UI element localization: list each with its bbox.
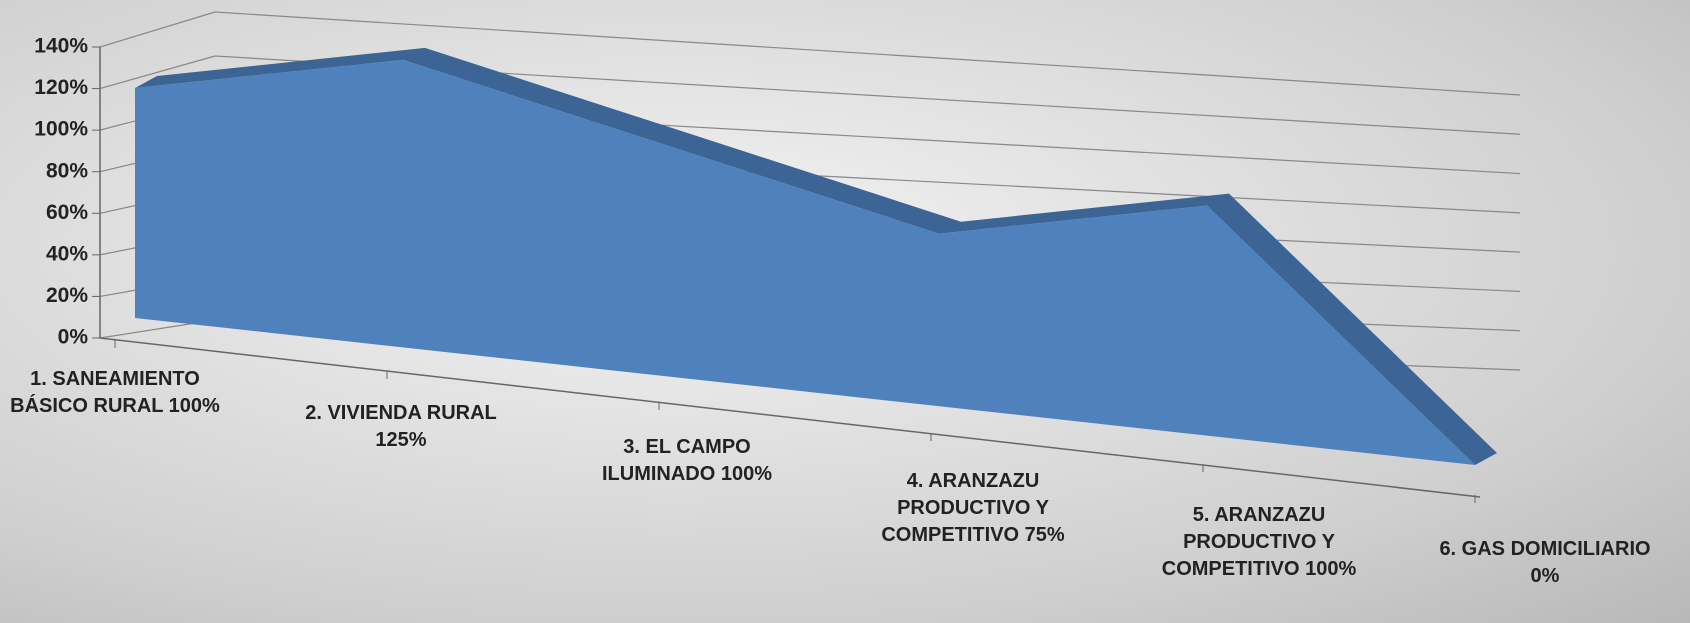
y-tick-label: 60% <box>46 201 88 224</box>
x-tick-label: 6. GAS DOMICILIARIO 0% <box>1439 538 1651 587</box>
y-tick-label: 40% <box>46 242 88 265</box>
grid-line <box>99 11 216 48</box>
y-tick-label: 80% <box>46 159 88 182</box>
x-axis <box>99 337 1481 498</box>
x-tick-label: 4. ARANZAZU PRODUCTIVO Y COMPETITIVO 75% <box>881 470 1065 546</box>
x-tick-label: 1. SANEAMIENTO BÁSICO RURAL 100% <box>10 368 220 417</box>
y-tick-label: 0% <box>58 326 89 349</box>
grid-line <box>99 55 216 90</box>
x-tick-label: 2. VIVIENDA RURAL 125% <box>305 402 497 451</box>
y-tick-label: 140% <box>34 35 88 58</box>
grid-line <box>214 11 1521 96</box>
x-tick-label: 3. EL CAMPO ILUMINADO 100% <box>601 436 773 485</box>
x-tick-label: 5. ARANZAZU PRODUCTIVO Y COMPETITIVO 100… <box>1161 504 1357 580</box>
y-tick-label: 100% <box>34 118 88 141</box>
y-tick-label: 20% <box>46 284 88 307</box>
area <box>135 59 1475 466</box>
y-tick-label: 120% <box>34 76 88 99</box>
